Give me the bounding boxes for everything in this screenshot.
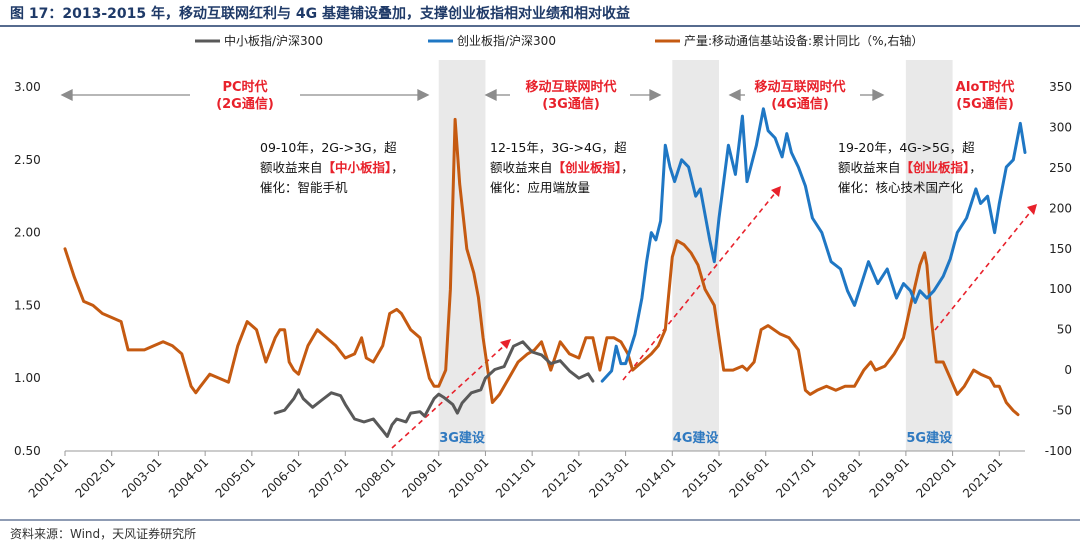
y-left-tick-label: 1.50 xyxy=(14,298,41,312)
x-tick-label: 2003-01 xyxy=(119,455,164,500)
shaded-period-1 xyxy=(438,60,486,451)
y-right-tick-label: -50 xyxy=(1052,404,1072,418)
x-tick-label: 2013-01 xyxy=(586,455,631,500)
x-tick-label: 2011-01 xyxy=(493,455,538,500)
note-3-red: 【创业板指】 xyxy=(901,160,970,175)
y-right-tick-label: -100 xyxy=(1045,444,1072,458)
x-tick-label: 2014-01 xyxy=(633,455,678,500)
note-2-line2: 额收益来自【创业板指】， xyxy=(490,160,634,175)
y-right-tick-label: 0 xyxy=(1064,363,1072,377)
y-axis-right: -100 -50 0 50 100 150 200 250 300 350 xyxy=(1045,80,1072,458)
shaded-period-3 xyxy=(905,60,953,451)
note-3-pre: 额收益来自 xyxy=(838,160,901,175)
era-3g-sublabel: (3G通信) xyxy=(542,96,600,112)
era-pc-label: PC时代 xyxy=(222,79,267,95)
era-3g-label: 移动互联网时代 xyxy=(525,79,616,95)
y-axis-left: 0.50 1.00 1.50 2.00 2.50 3.00 xyxy=(14,80,41,458)
y-right-tick-label: 300 xyxy=(1049,120,1072,134)
legend-label-output: 产量:移动通信基站设备:累计同比（%,右轴） xyxy=(684,33,923,48)
x-tick-label: 2006-01 xyxy=(259,455,304,500)
x-tick-label: 2010-01 xyxy=(446,455,491,500)
y-left-tick-label: 2.50 xyxy=(14,153,41,167)
shaded-periods xyxy=(438,60,953,451)
x-tick-label: 2020-01 xyxy=(913,455,958,500)
x-tick-label: 2017-01 xyxy=(773,455,818,500)
legend-label-output-name: 产量:移动通信基站设备:累计同比 xyxy=(684,34,860,48)
source-note: 资料来源：Wind，天风证券研究所 xyxy=(10,526,196,541)
trend-arrow-heads xyxy=(500,186,1037,349)
chart-title: 图 17：2013-2015 年，移动互联网红利与 4G 基建铺设叠加，支撑创业… xyxy=(10,5,630,22)
note-2-line1: 12-15年，3G->4G，超 xyxy=(490,140,627,155)
y-right-tick-label: 100 xyxy=(1049,282,1072,296)
y-right-tick-label: 200 xyxy=(1049,201,1072,215)
x-axis: 2001-01 2002-01 2003-01 2004-01 2005-01 2006-… xyxy=(26,450,1025,501)
y-left-tick-label: 1.00 xyxy=(14,371,41,385)
annotations: 09-10年，2G->3G，超 额收益来自【中小板指】， 催化：智能手机 12-… xyxy=(260,140,982,195)
note-1-line2: 额收益来自【中小板指】， xyxy=(260,160,404,175)
era-pc-sublabel: (2G通信) xyxy=(216,96,274,112)
x-tick-label: 2015-01 xyxy=(680,455,725,500)
note-2-red: 【创业板指】 xyxy=(553,160,622,175)
legend-label-output-unit: %,右轴 xyxy=(872,33,911,48)
x-tick-label: 2016-01 xyxy=(726,455,771,500)
x-tick-label: 2021-01 xyxy=(960,455,1005,500)
note-1-red: 【中小板指】 xyxy=(323,160,392,175)
y-left-tick-label: 0.50 xyxy=(14,444,41,458)
note-1-post: ， xyxy=(391,160,404,175)
legend: 中小板指/沪深300 创业板指/沪深300 产量:移动通信基站设备:累计同比（%… xyxy=(195,33,923,48)
y-left-tick-label: 2.00 xyxy=(14,226,41,240)
y-right-tick-label: 250 xyxy=(1049,161,1072,175)
build-labels: 3G建设 4G建设 5G建设 xyxy=(439,430,953,446)
legend-label-output-sep: （ xyxy=(860,34,872,48)
series-line-base-station-output xyxy=(63,117,1020,417)
note-1-line3: 催化：智能手机 xyxy=(260,180,348,195)
y-right-tick-label: 350 xyxy=(1049,80,1072,94)
era-arrows xyxy=(60,88,885,102)
y-left-tick-label: 3.00 xyxy=(14,80,41,94)
note-1-pre: 额收益来自 xyxy=(260,160,323,175)
x-tick-label: 2009-01 xyxy=(399,455,444,500)
build-label-2: 4G建设 xyxy=(673,430,720,446)
x-tick-label: 2004-01 xyxy=(166,455,211,500)
note-3-line1: 19-20年，4G->5G，超 xyxy=(838,140,975,155)
y-right-tick-label: 150 xyxy=(1049,242,1072,256)
era-aiot-sublabel: (5G通信) xyxy=(956,96,1014,112)
era-4g-label: 移动互联网时代 xyxy=(754,79,845,95)
legend-label-sme: 中小板指/沪深300 xyxy=(224,33,323,48)
x-tick-label: 2018-01 xyxy=(820,455,865,500)
note-3-line3: 催化：核心技术国产化 xyxy=(838,180,964,195)
y-right-tick-label: 50 xyxy=(1057,323,1072,337)
era-4g-sublabel: (4G通信) xyxy=(771,96,829,112)
legend-label-chinext: 创业板指/沪深300 xyxy=(457,33,556,48)
era-labels: PC时代 (2G通信) 移动互联网时代 (3G通信) 移动互联网时代 (4G通信… xyxy=(216,79,1014,112)
shaded-period-2 xyxy=(672,60,720,451)
build-label-1: 3G建设 xyxy=(439,430,486,446)
note-3-line2: 额收益来自【创业板指】， xyxy=(838,160,982,175)
build-label-3: 5G建设 xyxy=(906,430,953,446)
note-2-line3: 催化：应用端放量 xyxy=(490,180,590,195)
x-tick-label: 2008-01 xyxy=(353,455,398,500)
series-lines xyxy=(63,107,1027,438)
x-tick-label: 2002-01 xyxy=(72,455,117,500)
note-3-post: ， xyxy=(969,160,982,175)
note-1-line1: 09-10年，2G->3G，超 xyxy=(260,140,397,155)
series-line-sme-csi300 xyxy=(273,340,595,438)
x-tick-label: 2019-01 xyxy=(867,455,912,500)
note-2-post: ， xyxy=(621,160,634,175)
note-2-pre: 额收益来自 xyxy=(490,160,553,175)
series-line-chinext-csi300 xyxy=(600,107,1027,383)
x-tick-label: 2012-01 xyxy=(540,455,585,500)
x-tick-label: 2007-01 xyxy=(306,455,351,500)
x-tick-label: 2001-01 xyxy=(26,455,71,500)
era-aiot-label: AIoT时代 xyxy=(956,79,1015,95)
x-tick-label: 2005-01 xyxy=(213,455,258,500)
legend-label-output-close: ） xyxy=(911,34,923,48)
